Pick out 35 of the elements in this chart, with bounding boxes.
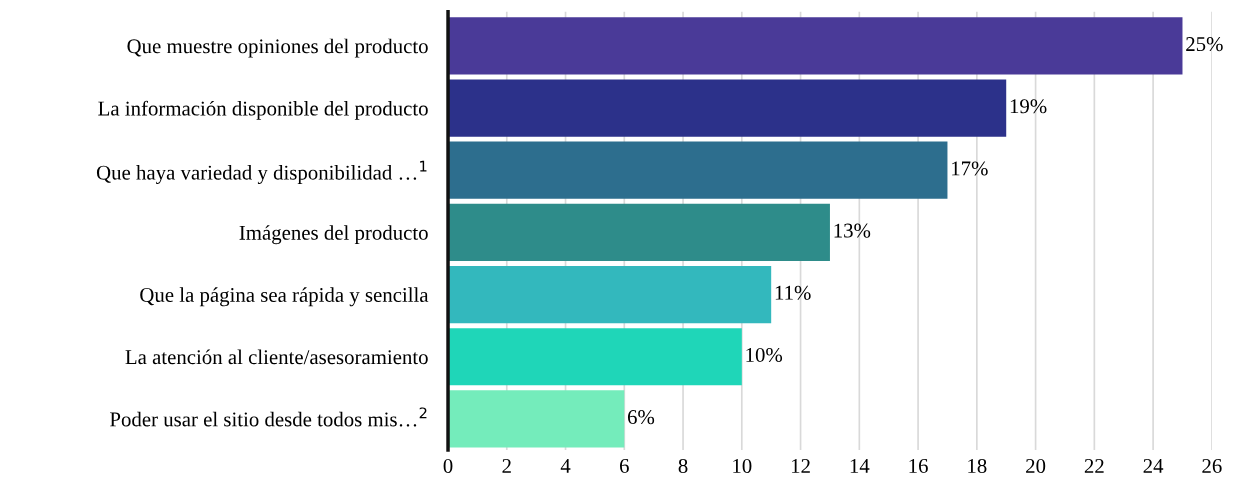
x-tick-label: 12 xyxy=(791,458,810,473)
data-label: 13% xyxy=(834,223,871,238)
x-tick-label: 16 xyxy=(909,458,928,473)
x-tick-label: 4 xyxy=(560,459,571,473)
y-tick-label: Que la página sea rápida y sencilla xyxy=(140,287,429,307)
x-tick-label: 26 xyxy=(1202,458,1222,473)
bar xyxy=(448,265,772,324)
bar xyxy=(448,328,742,386)
x-tick-label: 20 xyxy=(1026,458,1046,473)
y-tick-label: Poder usar el sitio desde todos mis…$^{2}$ xyxy=(110,407,427,427)
x-tick-label: 24 xyxy=(1143,458,1164,473)
y-tick-label: La información disponible del producto xyxy=(98,100,428,120)
x-tick-label: 10 xyxy=(733,458,752,473)
x-tick-label: 8 xyxy=(678,458,688,473)
data-label: 25% xyxy=(1186,37,1223,52)
y-tick-label: Que muestre opiniones del producto xyxy=(127,38,428,58)
y-tick-label: Imágenes del producto xyxy=(239,225,428,245)
bar xyxy=(448,141,948,199)
y-tick-label: Que haya variedad y disponibilidad …$^{1}$ xyxy=(96,160,427,184)
bar xyxy=(448,203,830,261)
data-label: 11% xyxy=(775,285,811,300)
data-label: 17% xyxy=(952,161,988,176)
bar xyxy=(448,17,1183,75)
x-tick-label: 2 xyxy=(502,458,511,473)
x-tick-label: 14 xyxy=(850,459,870,473)
data-label: 19% xyxy=(1010,99,1047,114)
bar xyxy=(448,390,625,448)
x-tick-label: 18 xyxy=(968,458,987,473)
y-tick-label: La atención al cliente/asesoramiento xyxy=(125,349,428,365)
data-label: 6% xyxy=(627,410,655,425)
x-tick-label: 6 xyxy=(619,458,629,473)
x-tick-label: 22 xyxy=(1084,458,1104,473)
x-tick-label: 0 xyxy=(443,458,453,473)
bar xyxy=(448,79,1007,137)
data-label: 10% xyxy=(746,347,783,363)
